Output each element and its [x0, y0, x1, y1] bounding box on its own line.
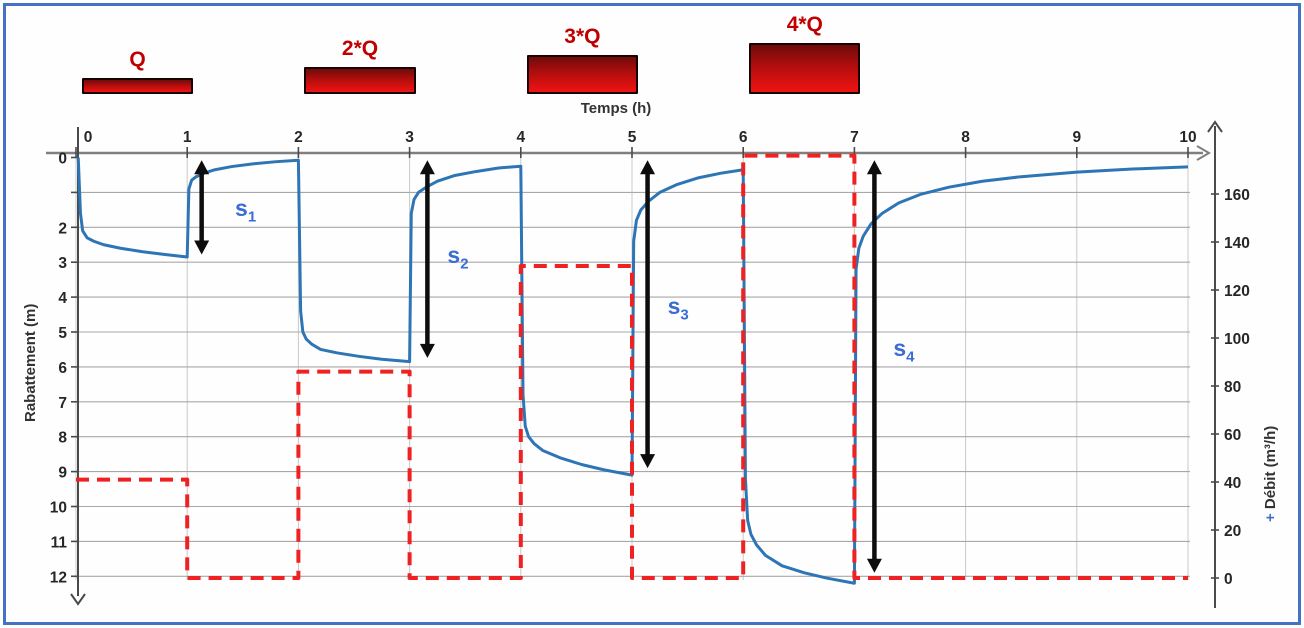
right-tick-label: 120: [1224, 283, 1250, 300]
right-axis-arrow-icon: [1207, 120, 1223, 133]
pumping-rate-bar: [82, 78, 194, 94]
x-axis-title: Temps (h): [580, 100, 652, 117]
x-tick-label: 6: [739, 129, 748, 146]
x-tick-label: 9: [1072, 129, 1081, 146]
left-tick-label: 6: [58, 360, 67, 377]
x-tick-label: 2: [294, 129, 303, 146]
x-tick-label: 10: [1179, 129, 1196, 146]
right-tick-label: 0: [1224, 571, 1233, 588]
right-axis-title-text: Débit (m³/h): [1262, 425, 1279, 510]
left-tick-label: 3: [58, 255, 67, 272]
x-tick-label: 0: [84, 129, 93, 146]
x-axis-arrow-icon: [1196, 145, 1211, 161]
left-tick-label: 10: [50, 500, 67, 517]
x-tick-label: 5: [628, 129, 637, 146]
left-tick-label: 11: [51, 534, 68, 551]
pumping-rate-bar: [749, 43, 861, 94]
s3-label: s3: [667, 293, 689, 324]
arrow-up-icon: [419, 160, 435, 175]
arrow-down-icon: [640, 454, 656, 469]
pumping-rate-bar: [304, 67, 416, 94]
right-tick-label: 60: [1224, 427, 1241, 444]
pumping-rate-bar-label: 3*Q: [564, 25, 601, 48]
s4-label: s4: [893, 334, 915, 366]
s1-label: s1: [235, 194, 257, 226]
arrow-down-icon: [194, 240, 210, 255]
arrow-up-icon: [866, 160, 882, 175]
arrow-up-icon: [194, 160, 210, 175]
left-tick-label: 12: [50, 569, 67, 586]
arrow-down-icon: [419, 343, 435, 358]
left-axis-arrow-icon: [70, 593, 86, 606]
flow-rate-dashed-line: [76, 153, 1188, 580]
right-axis-title: + Débit (m³/h): [1262, 426, 1279, 522]
right-axis-plus: +: [1262, 513, 1279, 522]
pumping-rate-bar-label: 4*Q: [786, 13, 823, 36]
x-tick-label: 3: [405, 129, 414, 146]
left-tick-label: 5: [58, 325, 67, 342]
left-tick-label: 9: [58, 465, 67, 482]
x-tick-label: 7: [850, 129, 859, 146]
outer-frame: [3, 3, 1301, 625]
s2-label: s2: [447, 242, 469, 274]
right-tick-label: 20: [1224, 523, 1241, 540]
x-tick-label: 8: [961, 129, 970, 146]
right-tick-label: 80: [1224, 379, 1241, 396]
pumping-rate-bar: [526, 55, 638, 94]
left-tick-label: 2: [58, 220, 67, 237]
pumping-rate-bar-label: Q: [129, 48, 146, 71]
left-tick-label: 7: [58, 395, 67, 412]
x-tick-label: 4: [516, 129, 525, 146]
right-tick-label: 160: [1224, 187, 1250, 204]
right-tick-label: 100: [1224, 331, 1250, 348]
right-tick-label: 140: [1224, 235, 1250, 252]
left-tick-label: 0: [58, 151, 67, 168]
x-tick-label: 1: [183, 129, 192, 146]
left-tick-label: 8: [58, 430, 67, 447]
arrow-down-icon: [866, 558, 882, 573]
pumping-rate-bar-label: 2*Q: [341, 37, 379, 60]
left-axis-title: Rabattement (m): [22, 303, 39, 422]
left-tick-label: 4: [58, 290, 67, 307]
right-tick-label: 40: [1224, 475, 1241, 492]
arrow-up-icon: [640, 160, 656, 175]
